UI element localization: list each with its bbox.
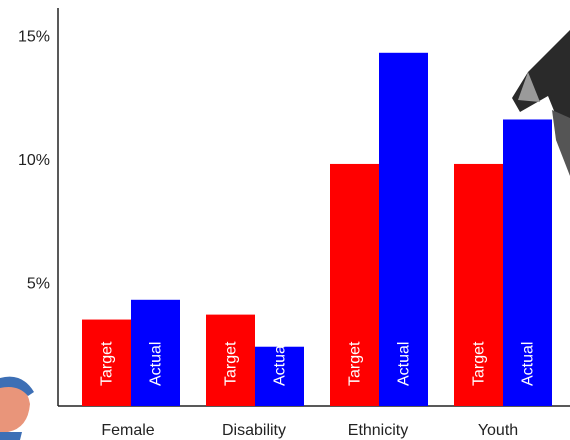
category-labels: Female Disability Ethnicity Youth <box>101 422 518 439</box>
megaphone-icon <box>512 30 570 176</box>
y-tick-label: 15% <box>18 29 50 46</box>
y-ticks: 5% 10% 15% <box>18 29 50 293</box>
bar-target-female <box>82 319 131 406</box>
category-label: Disability <box>222 422 286 439</box>
bar-label-target: Target <box>471 341 488 386</box>
bar-label-actual: Actual <box>396 342 413 386</box>
bar-target-disability <box>206 314 255 406</box>
bar-label-target: Target <box>99 341 116 386</box>
bar-label-target: Target <box>347 341 364 386</box>
bar-target-youth <box>454 163 503 406</box>
bar-actual-youth <box>503 119 552 406</box>
y-tick-label: 10% <box>18 152 50 169</box>
category-label: Youth <box>478 422 518 439</box>
bar-actual-disability <box>255 346 304 406</box>
cartoon-face-icon <box>0 376 34 440</box>
bars: Target Target Target Target Actual Actual Actu… <box>82 52 552 406</box>
category-label: Female <box>101 422 154 439</box>
bar-label-target: Target <box>223 341 240 386</box>
y-tick-label: 5% <box>27 276 50 293</box>
bar-label-actual: Actual <box>148 342 165 386</box>
category-label: Ethnicity <box>348 422 408 439</box>
bar-actual-female <box>131 299 180 406</box>
bar-label-actual: Actual <box>272 342 289 386</box>
bar-actual-ethnicity <box>379 52 428 406</box>
bar-target-ethnicity <box>330 163 379 406</box>
bar-label-actual: Actual <box>520 342 537 386</box>
